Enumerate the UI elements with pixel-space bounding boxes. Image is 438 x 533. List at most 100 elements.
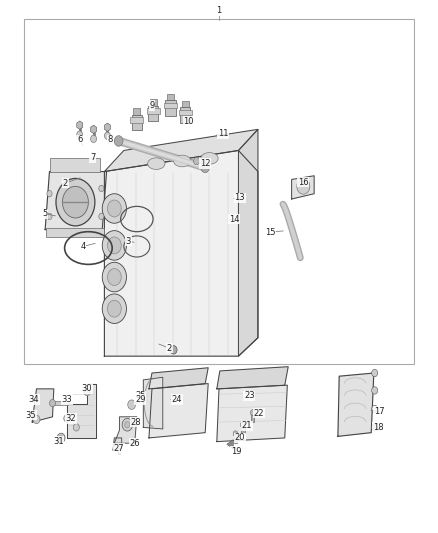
Circle shape	[102, 231, 127, 260]
Circle shape	[47, 191, 52, 197]
Bar	[179, 110, 192, 115]
Text: 21: 21	[242, 421, 252, 430]
Circle shape	[91, 135, 97, 142]
Text: 16: 16	[298, 177, 309, 187]
Bar	[150, 99, 157, 106]
Text: 19: 19	[231, 447, 241, 456]
Circle shape	[372, 369, 378, 377]
Circle shape	[33, 415, 40, 424]
Bar	[147, 108, 160, 114]
Ellipse shape	[148, 158, 165, 169]
Circle shape	[102, 193, 127, 223]
Bar	[166, 100, 176, 116]
Polygon shape	[113, 438, 122, 450]
Polygon shape	[292, 176, 314, 199]
Polygon shape	[149, 384, 208, 438]
Circle shape	[201, 162, 209, 173]
Circle shape	[59, 435, 64, 441]
Text: 27: 27	[113, 444, 124, 453]
Circle shape	[99, 213, 104, 220]
Text: 14: 14	[229, 214, 240, 223]
Polygon shape	[32, 389, 54, 422]
Polygon shape	[67, 384, 96, 438]
Text: 24: 24	[171, 395, 182, 404]
Bar	[180, 107, 191, 123]
Text: 18: 18	[373, 423, 383, 432]
Circle shape	[194, 157, 200, 165]
Circle shape	[372, 424, 378, 431]
Text: 10: 10	[184, 117, 194, 126]
Text: 23: 23	[244, 391, 254, 400]
Text: 22: 22	[254, 409, 264, 418]
Circle shape	[102, 294, 127, 324]
Polygon shape	[104, 150, 258, 356]
Text: 3: 3	[126, 237, 131, 246]
Bar	[25, 19, 413, 364]
Bar	[234, 434, 237, 443]
Text: 32: 32	[66, 414, 76, 423]
Polygon shape	[45, 172, 106, 230]
Text: 30: 30	[82, 384, 92, 393]
Bar	[132, 115, 142, 131]
Text: 1: 1	[216, 6, 222, 15]
Text: 17: 17	[374, 407, 384, 416]
Circle shape	[107, 237, 121, 254]
Bar	[131, 117, 143, 123]
Polygon shape	[238, 130, 258, 356]
Bar	[164, 103, 177, 108]
Circle shape	[102, 262, 127, 292]
Circle shape	[107, 200, 121, 217]
Polygon shape	[104, 130, 258, 172]
Bar	[46, 228, 104, 238]
Circle shape	[56, 179, 95, 226]
Circle shape	[49, 399, 56, 407]
Polygon shape	[217, 385, 287, 442]
Text: 13: 13	[234, 193, 245, 203]
Circle shape	[107, 300, 121, 317]
Text: 20: 20	[234, 433, 245, 442]
Circle shape	[297, 179, 310, 194]
Circle shape	[122, 418, 133, 431]
Text: 25: 25	[135, 391, 145, 400]
Polygon shape	[217, 367, 288, 389]
Text: 12: 12	[200, 159, 210, 168]
Text: 29: 29	[135, 395, 145, 404]
Circle shape	[99, 185, 104, 191]
Text: 31: 31	[53, 437, 64, 446]
Text: 11: 11	[218, 129, 229, 138]
Text: 7: 7	[90, 154, 95, 163]
Bar	[241, 425, 244, 434]
Circle shape	[114, 136, 123, 146]
Bar	[182, 101, 189, 107]
Circle shape	[104, 132, 110, 140]
Bar	[251, 413, 254, 422]
Text: 33: 33	[61, 395, 72, 404]
Circle shape	[63, 187, 88, 218]
Circle shape	[47, 213, 52, 220]
Ellipse shape	[201, 152, 218, 164]
Polygon shape	[338, 373, 374, 437]
Bar	[148, 106, 159, 122]
Circle shape	[107, 269, 121, 286]
Circle shape	[84, 389, 90, 395]
Text: 2: 2	[166, 344, 172, 353]
Text: 35: 35	[25, 411, 36, 420]
Circle shape	[372, 387, 378, 394]
Bar	[54, 401, 67, 405]
Bar	[134, 108, 140, 115]
Circle shape	[64, 415, 70, 422]
Circle shape	[170, 345, 177, 354]
Bar	[167, 94, 174, 100]
Polygon shape	[143, 377, 163, 429]
Text: 34: 34	[28, 395, 39, 404]
Circle shape	[73, 424, 79, 431]
Text: 5: 5	[42, 209, 48, 218]
Text: 15: 15	[265, 228, 275, 237]
Circle shape	[77, 131, 83, 139]
Text: 4: 4	[80, 242, 85, 251]
Circle shape	[125, 422, 130, 428]
Circle shape	[372, 405, 378, 413]
Bar	[50, 158, 100, 172]
Circle shape	[128, 400, 135, 409]
Text: 28: 28	[131, 417, 141, 426]
